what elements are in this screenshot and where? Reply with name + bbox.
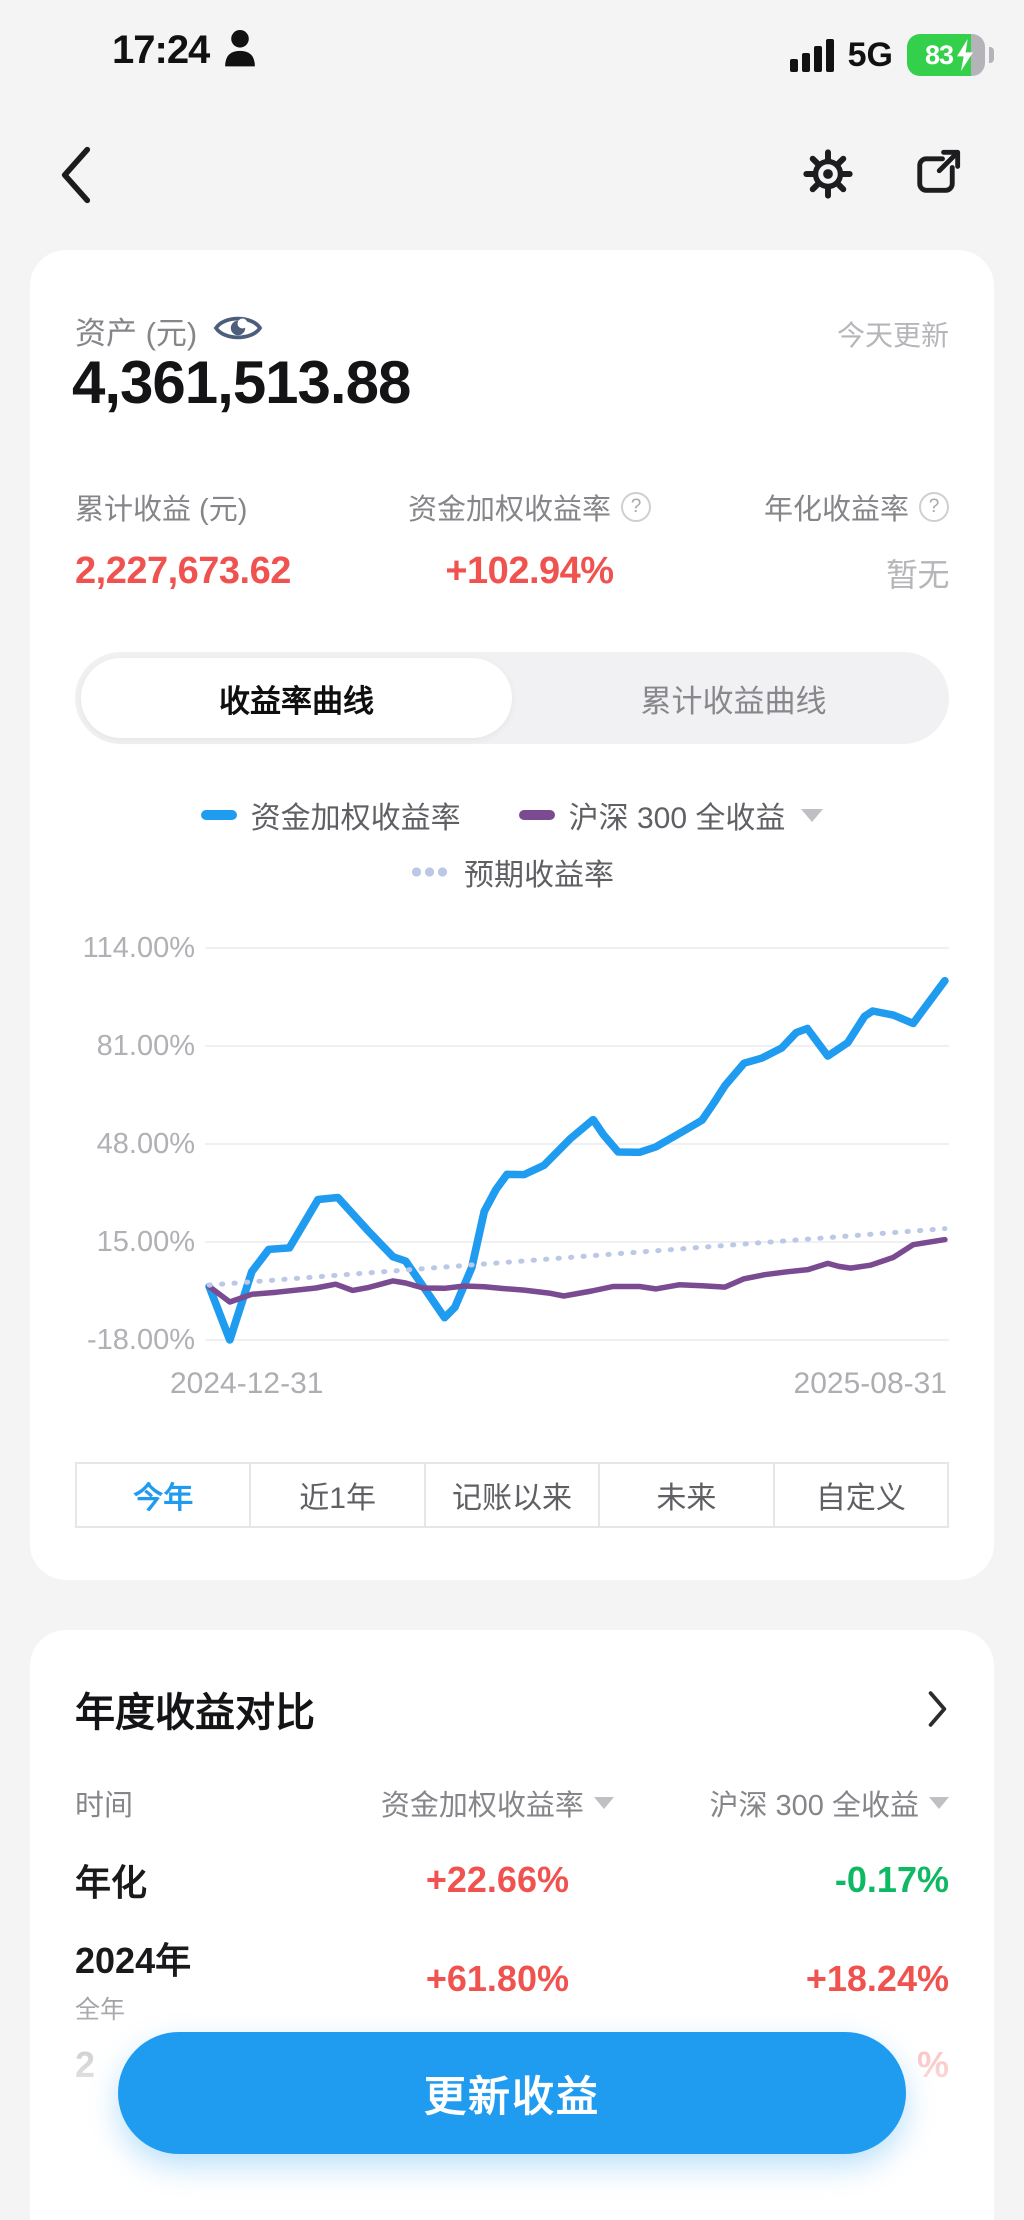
column-header-money-weighted[interactable]: 资金加权收益率	[323, 1782, 673, 1824]
network-type: 5G	[847, 35, 893, 74]
stat-annualized-return: 年化收益率 暂无	[693, 486, 950, 596]
back-icon[interactable]	[52, 144, 100, 206]
row-csi300-value: +18.24%	[805, 1958, 949, 1999]
chevron-right-icon	[928, 1691, 947, 1727]
chevron-down-icon	[801, 808, 824, 822]
y-axis-tick: 15.00%	[96, 1226, 195, 1258]
row-time: 年化	[75, 1862, 148, 1903]
signal-strength-icon	[789, 38, 834, 72]
total-asset-value: 4,361,513.88	[72, 349, 411, 416]
legend-csi300[interactable]: 沪深 300 全收益	[518, 793, 824, 837]
row-time-sub: 全年	[75, 1996, 126, 2024]
stat-value: +102.94%	[445, 550, 614, 592]
annual-comparison-header[interactable]: 年度收益对比	[75, 1680, 949, 1738]
y-axis-tick: 48.00%	[96, 1128, 195, 1160]
stat-money-weighted-return: 资金加权收益率 +102.94%	[366, 486, 692, 596]
chevron-down-icon	[593, 1797, 614, 1809]
eye-icon[interactable]	[213, 311, 263, 350]
stat-label: 累计收益 (元)	[75, 494, 248, 526]
last-updated-text: 今天更新	[836, 320, 949, 351]
row-time: 2024年	[75, 1940, 192, 1981]
stats-row: 累计收益 (元) 2,227,673.62 资金加权收益率 +102.94% 年…	[75, 486, 950, 596]
period-tab-future[interactable]: 未来	[598, 1464, 772, 1526]
row-weighted-value: +61.80%	[425, 1958, 569, 1999]
legend-swatch-blue	[200, 810, 237, 820]
table-row-2024: 2024年 全年 +61.80% +18.24%	[75, 1932, 949, 2026]
column-header-csi300[interactable]: 沪深 300 全收益	[672, 1782, 949, 1824]
help-icon[interactable]	[620, 492, 651, 522]
chart-legend-row2: 预期收益率	[30, 850, 994, 894]
legend-swatch-dotted	[410, 867, 450, 877]
y-axis-tick: 81.00%	[96, 1030, 195, 1062]
curve-type-tabs: 收益率曲线 累计收益曲线	[75, 652, 949, 744]
status-bar: 17:24 5G 83	[0, 28, 1024, 86]
gear-icon[interactable]	[802, 148, 854, 200]
return-rate-chart: 114.00% 81.00% 48.00% 15.00% -18.00% 202…	[75, 905, 949, 1415]
portfolio-card: 资产 (元) 今天更新 4,361,513.88 累计收益 (元) 2,227,…	[30, 250, 994, 1580]
y-axis-tick: -18.00%	[86, 1324, 195, 1356]
stat-value: 2,227,673.62	[75, 550, 291, 592]
legend-swatch-purple	[518, 810, 555, 820]
stat-cumulative-profit: 累计收益 (元) 2,227,673.62	[75, 486, 366, 596]
battery-nub	[989, 47, 994, 63]
legend-label: 沪深 300 全收益	[568, 802, 786, 835]
stat-label: 资金加权收益率	[407, 494, 611, 526]
x-axis-label-start: 2024-12-31	[170, 1367, 324, 1400]
battery-percent: 83	[924, 39, 954, 70]
share-icon[interactable]	[910, 148, 962, 200]
comparison-table-header: 时间 资金加权收益率 沪深 300 全收益	[75, 1782, 949, 1824]
stat-label: 年化收益率	[763, 494, 909, 526]
charging-bolt-icon	[957, 39, 973, 71]
nav-bar	[0, 140, 1024, 210]
column-header-time: 时间	[75, 1790, 134, 1822]
period-selector: 今年 近1年 记账以来 未来 自定义	[75, 1462, 949, 1528]
legend-label: 资金加权收益率	[250, 802, 461, 835]
period-tab-this-year[interactable]: 今年	[133, 1482, 194, 1515]
person-icon	[223, 28, 257, 73]
tab-cumulative-profit-curve[interactable]: 累计收益曲线	[640, 683, 827, 719]
period-tab-1-year[interactable]: 近1年	[249, 1464, 423, 1526]
table-row-annualized: 年化 +22.66% -0.17%	[75, 1854, 949, 1906]
y-axis-tick: 114.00%	[82, 932, 195, 964]
stat-value: 暂无	[885, 557, 950, 593]
battery-icon: 83	[907, 34, 985, 76]
asset-label: 资产 (元)	[75, 316, 198, 351]
section-title: 年度收益对比	[75, 1691, 315, 1735]
period-tab-since-inception[interactable]: 记账以来	[423, 1464, 598, 1526]
period-tab-custom[interactable]: 自定义	[772, 1464, 947, 1526]
help-icon[interactable]	[919, 492, 949, 522]
tab-return-rate-curve[interactable]: 收益率曲线	[81, 658, 512, 738]
chevron-down-icon	[928, 1797, 949, 1809]
legend-money-weighted: 资金加权收益率	[200, 793, 461, 837]
x-axis-label-end: 2025-08-31	[793, 1367, 947, 1400]
legend-label: 预期收益率	[464, 859, 614, 892]
chart-plot[interactable]	[205, 905, 949, 1405]
legend-expected-return: 预期收益率	[410, 850, 614, 894]
row-weighted-value: +22.66%	[425, 1859, 569, 1900]
row-csi300-value: -0.17%	[834, 1859, 949, 1900]
chart-legend: 资金加权收益率 沪深 300 全收益	[30, 793, 994, 837]
status-time: 17:24	[112, 28, 210, 72]
update-profit-button[interactable]: 更新收益	[118, 2032, 906, 2154]
